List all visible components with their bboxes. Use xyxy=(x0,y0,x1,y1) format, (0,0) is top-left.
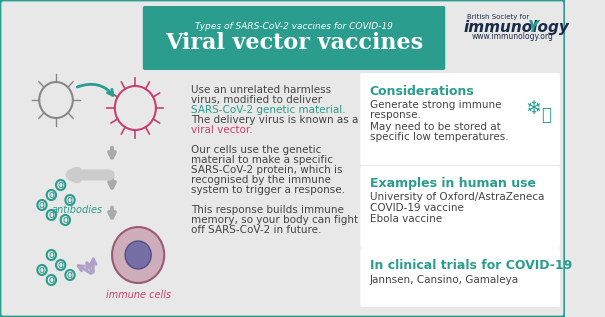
Text: material to make a specific: material to make a specific xyxy=(191,155,333,165)
Text: memory, so your body can fight: memory, so your body can fight xyxy=(191,215,359,225)
Text: ❄: ❄ xyxy=(526,99,542,118)
Text: off SARS-CoV-2 in future.: off SARS-CoV-2 in future. xyxy=(191,225,322,235)
Circle shape xyxy=(112,227,165,283)
Text: In clinical trials for COVID-19: In clinical trials for COVID-19 xyxy=(370,259,572,272)
Text: University of Oxford/AstraZeneca: University of Oxford/AstraZeneca xyxy=(370,192,544,202)
Text: www.immunology.org: www.immunology.org xyxy=(471,32,553,41)
Text: q: q xyxy=(67,270,73,280)
Text: immune cells: immune cells xyxy=(106,290,171,300)
Text: SARS-CoV-2 genetic material.: SARS-CoV-2 genetic material. xyxy=(191,105,346,115)
Text: Generate strong immune: Generate strong immune xyxy=(370,100,501,110)
Text: Use an unrelated harmless: Use an unrelated harmless xyxy=(191,85,332,95)
Text: Types of SARS-CoV-2 vaccines for COVID-19: Types of SARS-CoV-2 vaccines for COVID-1… xyxy=(195,22,393,31)
Text: Y: Y xyxy=(528,20,538,35)
Text: Our cells use the genetic: Our cells use the genetic xyxy=(191,145,322,155)
Text: q: q xyxy=(48,250,54,260)
Text: immunology: immunology xyxy=(464,20,570,35)
Text: q: q xyxy=(57,180,64,190)
Text: specific low temperatures.: specific low temperatures. xyxy=(370,132,508,142)
Text: q: q xyxy=(62,215,68,225)
Text: COVID-19 vaccine: COVID-19 vaccine xyxy=(370,203,463,213)
Text: Jannsen, Cansino, Gamaleya: Jannsen, Cansino, Gamaleya xyxy=(370,275,518,285)
Text: SARS-CoV-2 protein, which is: SARS-CoV-2 protein, which is xyxy=(191,165,343,175)
Text: q: q xyxy=(39,265,45,275)
Text: Considerations: Considerations xyxy=(370,85,474,98)
Text: q: q xyxy=(39,200,45,210)
Text: Viral vector vaccines: Viral vector vaccines xyxy=(165,32,423,54)
Text: Ebola vaccine: Ebola vaccine xyxy=(370,214,442,224)
FancyBboxPatch shape xyxy=(361,166,560,248)
Text: British Society for: British Society for xyxy=(466,14,529,20)
FancyBboxPatch shape xyxy=(0,0,564,317)
Text: response.: response. xyxy=(370,110,420,120)
Text: viral vector.: viral vector. xyxy=(191,125,253,135)
Text: antibodies: antibodies xyxy=(51,205,103,215)
Text: q: q xyxy=(48,275,54,285)
FancyBboxPatch shape xyxy=(361,73,560,165)
Text: q: q xyxy=(48,190,54,200)
Text: Examples in human use: Examples in human use xyxy=(370,177,535,190)
Text: 🌡: 🌡 xyxy=(541,106,551,124)
Text: The delivery virus is known as a: The delivery virus is known as a xyxy=(191,115,359,125)
Text: system to trigger a response.: system to trigger a response. xyxy=(191,185,345,195)
Text: May need to be stored at: May need to be stored at xyxy=(370,122,500,132)
Text: virus, modified to deliver: virus, modified to deliver xyxy=(191,95,322,105)
Text: This response builds immune: This response builds immune xyxy=(191,205,344,215)
Text: q: q xyxy=(67,195,73,205)
FancyBboxPatch shape xyxy=(143,6,445,70)
Circle shape xyxy=(125,241,151,269)
Text: recognised by the immune: recognised by the immune xyxy=(191,175,331,185)
Text: q: q xyxy=(57,260,64,270)
FancyBboxPatch shape xyxy=(361,248,560,307)
Text: q: q xyxy=(48,210,54,220)
